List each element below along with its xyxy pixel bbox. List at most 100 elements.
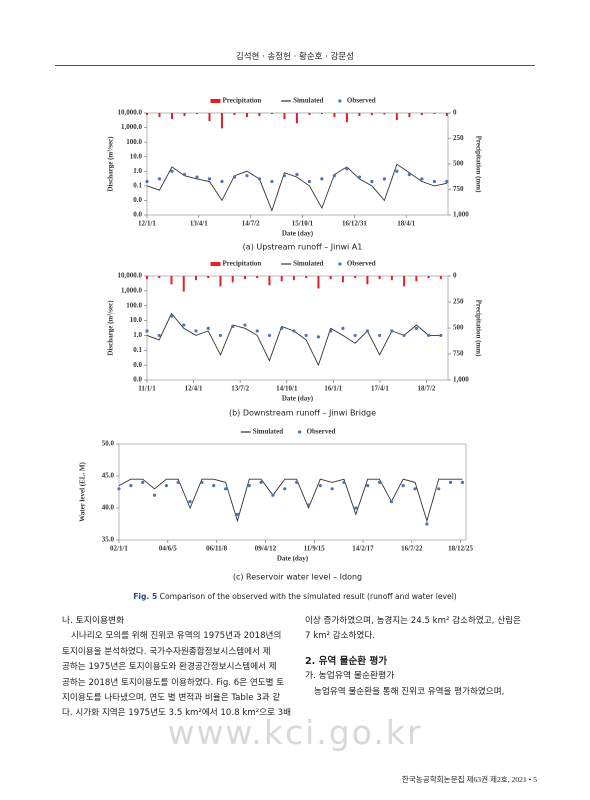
observed-point <box>282 174 287 178</box>
text-line: 이상 증가하였으며, 농경지는 24.5 km² 감소하였고, 산림은 <box>305 616 521 626</box>
observed-point <box>420 177 424 181</box>
running-header: 김석현 · 송정헌 · 황순호 · 강문성 <box>235 52 355 62</box>
observed-point <box>318 484 322 488</box>
observed-point <box>439 333 443 338</box>
right-column: 이상 증가하였으며, 농경지는 24.5 km² 감소하였고, 산림은 7 km… <box>305 614 537 700</box>
observed-point <box>141 480 145 484</box>
observed-point <box>212 484 216 488</box>
x-tick-label: 02/1/1 <box>110 545 128 553</box>
precip-bar <box>208 113 211 122</box>
y-tick-label: 10.0 <box>130 316 143 324</box>
observed-point <box>295 480 299 484</box>
observed-point <box>402 333 406 338</box>
text-line: 농업유역 물순환을 통해 진위코 유역을 평가하였으며, <box>314 686 505 697</box>
observed-point <box>243 323 247 327</box>
observed-point <box>182 323 186 327</box>
observed-point <box>329 329 333 333</box>
y-tick-label: 1.0 <box>133 167 142 175</box>
y2-tick-label: 500 <box>453 324 464 332</box>
observed-point <box>245 174 249 178</box>
precip-bar <box>245 113 248 118</box>
precip-bar <box>439 276 442 280</box>
precip-bar <box>320 113 323 115</box>
observed-point <box>382 177 386 181</box>
y-tick-label: 0.0 <box>133 361 142 369</box>
y-axis-label: Discharge (m³/sec) <box>107 136 115 192</box>
observed-point <box>413 487 417 491</box>
plot-frame <box>146 112 449 216</box>
y-tick-label: 10.0 <box>130 152 143 160</box>
y2-axis-label: Precipitation (mm) <box>474 300 482 357</box>
observed-point <box>255 329 259 333</box>
precip-bar <box>329 276 332 280</box>
y2-tick-label: 750 <box>453 185 464 193</box>
x-tick-label: 16/1/1 <box>324 385 342 393</box>
observed-point <box>353 333 357 338</box>
x-axis-label: Date (day) <box>277 555 309 563</box>
chart-caption: (c) Reservoir water level – Idong <box>233 573 362 582</box>
legend-swatch <box>338 262 342 266</box>
figure-caption: Fig. 5 Comparison of the observed with t… <box>0 592 590 601</box>
precip-bar <box>383 113 386 115</box>
observed-point <box>414 326 418 330</box>
legend-label: Simulated <box>293 97 323 105</box>
chart-caption: (b) Downstream runoff – Jinwi Bridge <box>229 409 376 418</box>
x-tick-label: 15/10/1 <box>292 220 314 228</box>
observed-point <box>257 177 262 181</box>
observed-point <box>345 167 349 171</box>
simulated-line <box>146 163 447 212</box>
observed-point <box>304 333 308 338</box>
y-tick-label: 0.0 <box>133 211 142 219</box>
text-line: 공하는 1975년은 토지이용도와 환경공간정보시스템에서 제 <box>62 662 277 673</box>
section-heading: 나. 토지이용변화 <box>62 616 125 626</box>
observed-point <box>176 480 180 484</box>
y-tick-label: 0.0 <box>133 376 142 384</box>
subsection-heading: 가. 농업유역 물순환평가 <box>305 671 395 682</box>
precip-bar <box>420 113 423 116</box>
observed-point <box>220 179 224 184</box>
figure-caption-text: Comparison of the observed with the simu… <box>159 592 457 601</box>
precip-bar <box>378 276 381 280</box>
legend-label: Simulated <box>253 428 283 436</box>
legend-swatch <box>210 262 221 266</box>
y-axis-label: Discharge (m³/sec) <box>107 300 115 356</box>
precip-bar <box>395 113 398 121</box>
observed-point <box>182 172 187 177</box>
observed-point <box>460 480 465 484</box>
y-tick-label: 0.1 <box>133 346 142 354</box>
precip-bar <box>341 276 344 283</box>
observed-point <box>425 522 429 526</box>
watermark: www.kci.go.kr <box>167 713 423 752</box>
text-line: 시나리오 모의를 위해 진위코 유역의 1975년과 2018년의 <box>71 631 282 642</box>
x-tick-label: 18/7/2 <box>418 385 436 393</box>
y-tick-label: 100.0 <box>126 301 142 309</box>
legend-label: Observed <box>347 97 376 105</box>
observed-point <box>395 169 399 173</box>
observed-point <box>157 333 161 338</box>
legend-label: Precipitation <box>223 260 262 268</box>
x-tick-label: 17/4/1 <box>371 385 389 393</box>
precip-bar <box>219 276 222 287</box>
y2-tick-label: 500 <box>453 160 464 168</box>
precip-bar <box>445 113 448 117</box>
observed-point <box>407 172 411 177</box>
y-tick-label: 45.0 <box>102 472 115 480</box>
x-tick-label: 11/9/15 <box>304 545 326 553</box>
observed-point <box>206 326 210 330</box>
observed-point <box>283 487 287 491</box>
observed-point <box>432 179 436 184</box>
y2-tick-label: 750 <box>453 350 464 358</box>
x-tick-label: 04/6/5 <box>159 545 177 553</box>
observed-point <box>117 487 121 491</box>
precip-bar <box>170 276 173 285</box>
precip-bar <box>433 113 436 115</box>
legend-swatch <box>210 99 221 103</box>
legend-swatch <box>298 430 302 434</box>
observed-point <box>194 329 198 333</box>
observed-point <box>169 314 174 318</box>
precip-bar <box>283 113 286 120</box>
observed-point <box>152 493 157 497</box>
observed-point <box>401 484 405 488</box>
precip-bar <box>194 276 197 281</box>
simulated-line <box>118 478 463 523</box>
